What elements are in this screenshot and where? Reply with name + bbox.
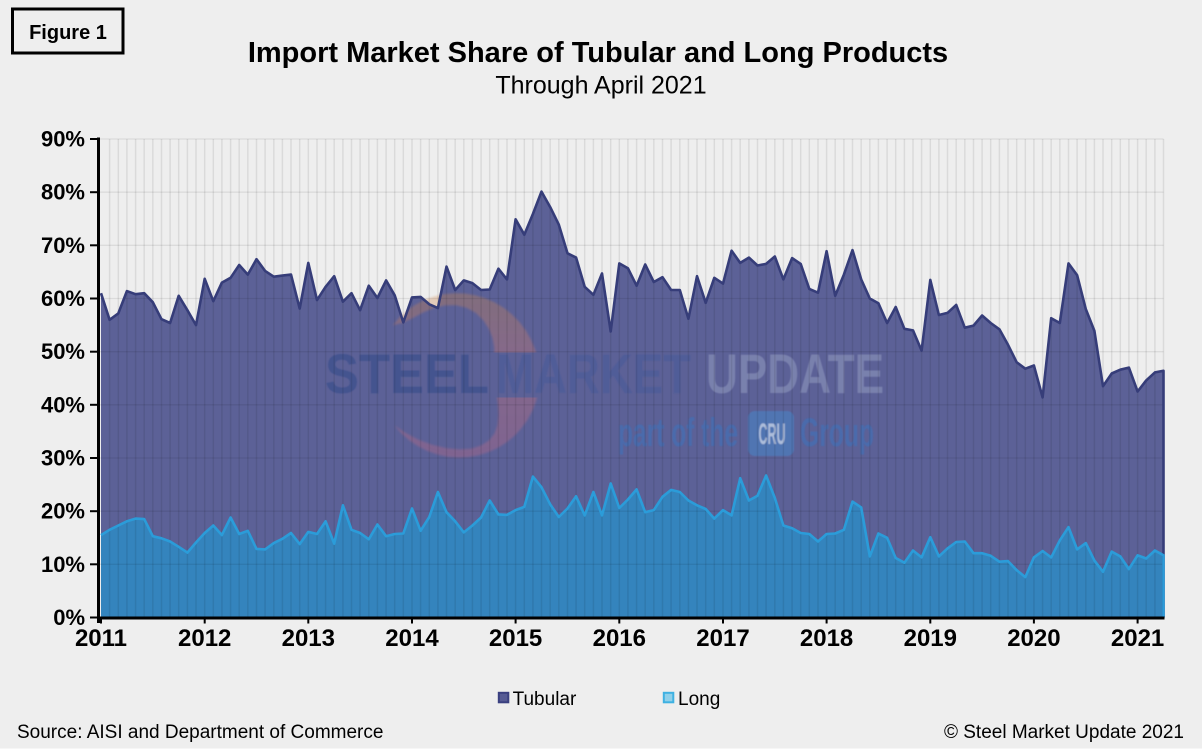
svg-text:STEEL: STEEL — [325, 342, 489, 405]
svg-text:70%: 70% — [41, 233, 85, 258]
svg-text:2018: 2018 — [800, 625, 853, 652]
svg-text:50%: 50% — [41, 339, 85, 364]
svg-text:Import Market Share of Tubular: Import Market Share of Tubular and Long … — [248, 37, 948, 69]
svg-text:20%: 20% — [41, 499, 85, 524]
svg-text:2011: 2011 — [75, 625, 127, 652]
svg-text:Figure 1: Figure 1 — [29, 22, 107, 44]
svg-text:2014: 2014 — [385, 625, 439, 652]
svg-text:60%: 60% — [41, 286, 85, 311]
svg-text:Through April 2021: Through April 2021 — [495, 72, 706, 100]
svg-text:2021: 2021 — [1111, 625, 1164, 652]
svg-text:40%: 40% — [41, 392, 85, 417]
svg-text:© Steel Market Update 2021: © Steel Market Update 2021 — [944, 722, 1184, 743]
svg-text:30%: 30% — [41, 446, 85, 471]
svg-text:Group: Group — [800, 411, 874, 455]
svg-text:part of the: part of the — [618, 411, 738, 455]
svg-text:2020: 2020 — [1007, 625, 1060, 652]
svg-text:2017: 2017 — [696, 625, 749, 652]
svg-text:Tubular: Tubular — [513, 689, 577, 710]
svg-text:80%: 80% — [41, 180, 85, 205]
svg-text:Long: Long — [678, 689, 720, 710]
svg-text:0%: 0% — [53, 605, 85, 630]
svg-text:2013: 2013 — [282, 625, 335, 652]
svg-text:2019: 2019 — [904, 625, 957, 652]
svg-text:2015: 2015 — [489, 625, 542, 652]
svg-text:MARKET: MARKET — [496, 342, 691, 405]
svg-text:Source: AISI and Department of: Source: AISI and Department of Commerce — [17, 722, 383, 743]
svg-text:CRU: CRU — [759, 418, 786, 451]
svg-text:90%: 90% — [41, 127, 85, 152]
svg-text:2012: 2012 — [178, 625, 231, 652]
svg-text:2016: 2016 — [593, 625, 646, 652]
svg-text:10%: 10% — [41, 552, 85, 577]
svg-text:UPDATE: UPDATE — [706, 342, 884, 405]
